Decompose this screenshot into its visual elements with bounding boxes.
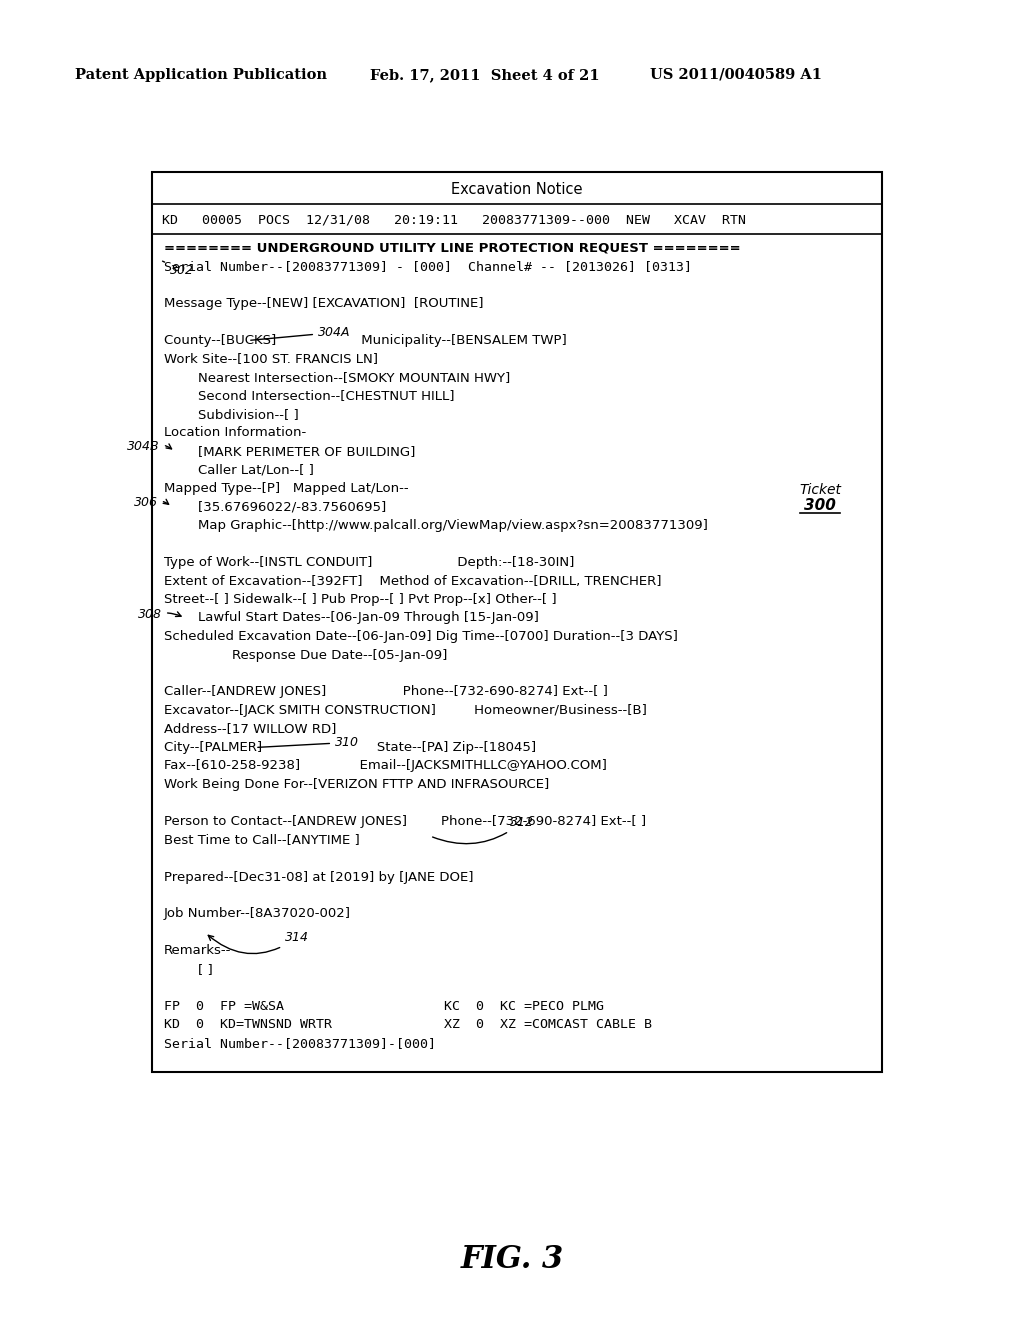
Text: Address--[17 WILLOW RD]: Address--[17 WILLOW RD] <box>164 722 336 735</box>
Text: Map Graphic--[http://www.palcall.org/ViewMap/view.aspx?sn=20083771309]: Map Graphic--[http://www.palcall.org/Vie… <box>164 519 708 532</box>
Text: Fax--[610-258-9238]              Email--[JACKSMITHLLC@YAHOO.COM]: Fax--[610-258-9238] Email--[JACKSMITHLLC… <box>164 759 607 772</box>
Text: FIG. 3: FIG. 3 <box>461 1245 563 1275</box>
Text: Best Time to Call--[ANYTIME ]: Best Time to Call--[ANYTIME ] <box>164 833 359 846</box>
Text: Remarks--: Remarks-- <box>164 945 231 957</box>
Text: Excavator--[JACK SMITH CONSTRUCTION]         Homeowner/Business--[B]: Excavator--[JACK SMITH CONSTRUCTION] Hom… <box>164 704 647 717</box>
Text: [MARK PERIMETER OF BUILDING]: [MARK PERIMETER OF BUILDING] <box>164 445 416 458</box>
Text: Feb. 17, 2011  Sheet 4 of 21: Feb. 17, 2011 Sheet 4 of 21 <box>370 69 600 82</box>
Text: FP  0  FP =W&SA                    KC  0  KC =PECO PLMG: FP 0 FP =W&SA KC 0 KC =PECO PLMG <box>164 1001 604 1012</box>
Text: Street--[ ] Sidewalk--[ ] Pub Prop--[ ] Pvt Prop--[x] Other--[ ]: Street--[ ] Sidewalk--[ ] Pub Prop--[ ] … <box>164 593 557 606</box>
Text: Serial Number--[20083771309]-[000]: Serial Number--[20083771309]-[000] <box>164 1038 436 1049</box>
Text: Serial Number--[20083771309] - [000]  Channel# -- [2013026] [0313]: Serial Number--[20083771309] - [000] Cha… <box>164 260 692 273</box>
Text: Work Being Done For--[VERIZON FTTP AND INFRASOURCE]: Work Being Done For--[VERIZON FTTP AND I… <box>164 777 549 791</box>
Text: ======== UNDERGROUND UTILITY LINE PROTECTION REQUEST ========: ======== UNDERGROUND UTILITY LINE PROTEC… <box>164 242 740 255</box>
Text: [35.67696022/-83.7560695]: [35.67696022/-83.7560695] <box>164 500 386 513</box>
Text: Second Intersection--[CHESTNUT HILL]: Second Intersection--[CHESTNUT HILL] <box>164 389 455 403</box>
Text: Work Site--[100 ST. FRANCIS LN]: Work Site--[100 ST. FRANCIS LN] <box>164 352 378 366</box>
Text: 306: 306 <box>134 495 169 508</box>
Text: 304B: 304B <box>127 440 172 453</box>
Text: Location Information-: Location Information- <box>164 426 306 440</box>
Text: Lawful Start Dates--[06-Jan-09 Through [15-Jan-09]: Lawful Start Dates--[06-Jan-09 Through [… <box>164 611 539 624</box>
Text: Ticket: Ticket <box>799 483 841 498</box>
Text: KD   00005  POCS  12/31/08   20:19:11   20083771309--000  NEW   XCAV  RTN: KD 00005 POCS 12/31/08 20:19:11 20083771… <box>162 214 746 227</box>
Text: 308: 308 <box>138 609 181 622</box>
Text: Extent of Excavation--[392FT]    Method of Excavation--[DRILL, TRENCHER]: Extent of Excavation--[392FT] Method of … <box>164 574 662 587</box>
Text: KD  0  KD=TWNSND WRTR              XZ  0  XZ =COMCAST CABLE B: KD 0 KD=TWNSND WRTR XZ 0 XZ =COMCAST CAB… <box>164 1019 652 1031</box>
Text: 302: 302 <box>163 261 194 276</box>
Text: Person to Contact--[ANDREW JONES]        Phone--[732-690-8274] Ext--[ ]: Person to Contact--[ANDREW JONES] Phone-… <box>164 814 646 828</box>
Text: Job Number--[8A37020-002]: Job Number--[8A37020-002] <box>164 908 351 920</box>
Text: Mapped Type--[P]   Mapped Lat/Lon--: Mapped Type--[P] Mapped Lat/Lon-- <box>164 482 409 495</box>
Text: Type of Work--[INSTL CONDUIT]                    Depth:--[18-30IN]: Type of Work--[INSTL CONDUIT] Depth:--[1… <box>164 556 574 569</box>
Text: Nearest Intersection--[SMOKY MOUNTAIN HWY]: Nearest Intersection--[SMOKY MOUNTAIN HW… <box>164 371 510 384</box>
Text: Excavation Notice: Excavation Notice <box>452 182 583 198</box>
Bar <box>152 172 882 1072</box>
Text: 300: 300 <box>804 499 836 513</box>
Text: Subdivision--[ ]: Subdivision--[ ] <box>164 408 299 421</box>
Text: 312: 312 <box>432 816 534 843</box>
Text: Response Due Date--[05-Jan-09]: Response Due Date--[05-Jan-09] <box>164 648 447 661</box>
Text: 314: 314 <box>208 931 309 953</box>
Text: Prepared--[Dec31-08] at [2019] by [JANE DOE]: Prepared--[Dec31-08] at [2019] by [JANE … <box>164 870 473 883</box>
Text: Message Type--[NEW] [EXCAVATION]  [ROUTINE]: Message Type--[NEW] [EXCAVATION] [ROUTIN… <box>164 297 483 310</box>
Text: 310: 310 <box>258 737 359 748</box>
Text: 304A: 304A <box>251 326 350 341</box>
Text: City--[PALMER]                           State--[PA] Zip--[18045]: City--[PALMER] State--[PA] Zip--[18045] <box>164 741 537 754</box>
Text: Patent Application Publication: Patent Application Publication <box>75 69 327 82</box>
Text: [ ]: [ ] <box>164 964 213 975</box>
Text: Scheduled Excavation Date--[06-Jan-09] Dig Time--[0700] Duration--[3 DAYS]: Scheduled Excavation Date--[06-Jan-09] D… <box>164 630 678 643</box>
Text: US 2011/0040589 A1: US 2011/0040589 A1 <box>650 69 822 82</box>
Text: Caller--[ANDREW JONES]                  Phone--[732-690-8274] Ext--[ ]: Caller--[ANDREW JONES] Phone--[732-690-8… <box>164 685 608 698</box>
Text: County--[BUCKS]                    Municipality--[BENSALEM TWP]: County--[BUCKS] Municipality--[BENSALEM … <box>164 334 566 347</box>
Text: Caller Lat/Lon--[ ]: Caller Lat/Lon--[ ] <box>164 463 314 477</box>
